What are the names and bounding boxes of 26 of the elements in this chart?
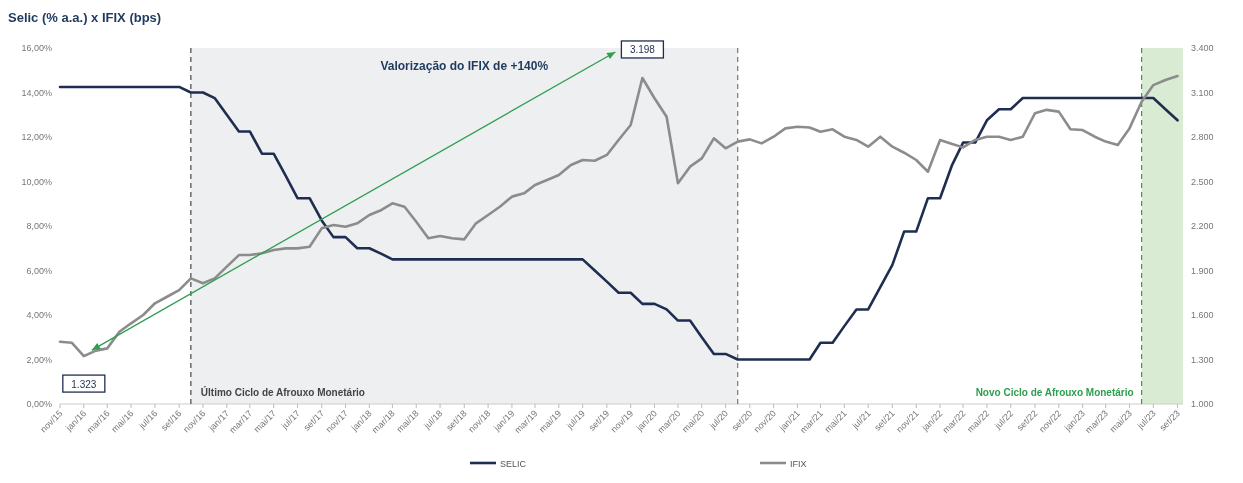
y-tick-label: 0,00% xyxy=(26,399,52,409)
y2-tick-label: 2.800 xyxy=(1191,132,1214,142)
y-tick-label: 14,00% xyxy=(21,87,52,98)
y2-tick-label: 1.900 xyxy=(1191,265,1214,276)
y2-tick-label: 1.600 xyxy=(1191,310,1214,320)
y2-tick-label: 2.200 xyxy=(1191,221,1214,231)
y2-tick-label: 3.400 xyxy=(1191,43,1214,53)
y2-tick-label: 3.100 xyxy=(1191,87,1214,98)
y-tick-label: 16,00% xyxy=(21,43,52,53)
ref-line-label: Último Ciclo de Afrouxo Monetário xyxy=(200,386,365,398)
y-tick-label: 2,00% xyxy=(26,354,52,365)
data-label: 3.198 xyxy=(629,44,656,56)
y-tick-label: 8,00% xyxy=(26,221,52,231)
y-tick-label: 4,00% xyxy=(26,310,52,320)
legend-label: SELIC xyxy=(500,458,527,469)
y-tick-label: 6,00% xyxy=(26,265,52,276)
y-tick-label: 10,00% xyxy=(21,176,52,187)
y2-tick-label: 1.000 xyxy=(1191,399,1214,409)
y2-tick-label: 2.500 xyxy=(1191,176,1214,187)
annotation: Valorização do IFIX de +140% xyxy=(380,59,549,73)
y-tick-label: 12,00% xyxy=(21,132,52,142)
y2-tick-label: 1.300 xyxy=(1191,354,1214,365)
chart-title: Selic (% a.a.) x IFIX (bps) xyxy=(8,10,162,25)
ref-line-label: Novo Ciclo de Afrouxo Monetário xyxy=(975,387,1134,398)
data-label: 1.323 xyxy=(71,378,97,390)
legend-label: IFIX xyxy=(790,458,807,469)
